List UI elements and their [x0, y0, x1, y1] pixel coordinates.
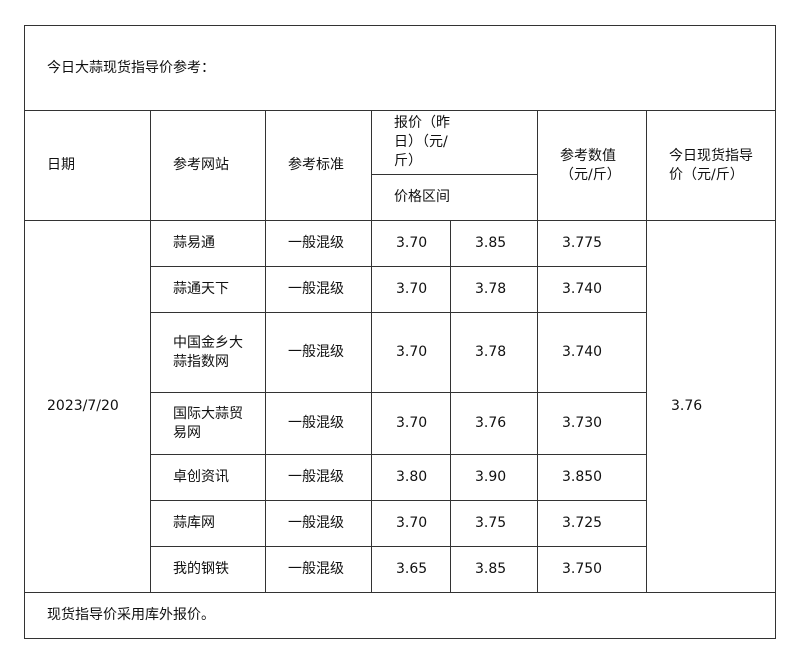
header-today-price: 今日现货指导价（元/斤） [646, 110, 776, 221]
low-price-cell: 3.70 [371, 220, 451, 267]
high-price-cell: 3.78 [450, 266, 538, 313]
high-price-cell: 3.76 [450, 392, 538, 455]
date-cell: 2023/7/20 [24, 220, 151, 593]
table-row: 2023/7/20 蒜易通 一般混级 3.70 3.85 3.775 3.76 [24, 220, 776, 593]
high-price-cell: 3.85 [450, 220, 538, 267]
table-row: 我的钢铁 一般混级 3.65 3.85 3.750 [25, 546, 776, 593]
low-price-cell: 3.70 [371, 266, 451, 313]
standard-cell: 一般混级 [265, 392, 372, 455]
standard-cell: 一般混级 [265, 454, 372, 501]
header-date: 日期 [24, 110, 151, 221]
header-quote: 报价（昨日）（元/斤） [371, 110, 538, 175]
high-price-cell: 3.85 [450, 546, 538, 593]
ref-value-cell: 3.730 [537, 392, 647, 455]
low-price-cell: 3.65 [371, 546, 451, 593]
footer-note: 现货指导价采用库外报价。 [24, 592, 776, 639]
site-cell: 蒜库网 [150, 500, 266, 547]
today-price-cell: 3.76 [646, 220, 776, 593]
intro-text: 今日大蒜现货指导价参考： [24, 25, 776, 111]
low-price-cell: 3.70 [371, 392, 451, 455]
ref-value-cell: 3.750 [537, 546, 647, 593]
standard-cell: 一般混级 [265, 220, 372, 267]
standard-cell: 一般混级 [265, 312, 372, 393]
price-table: 今日大蒜现货指导价参考： 日期 参考网站 参考标准 报价（昨日）（元/斤） 参考… [24, 25, 776, 639]
table-row: 中国金乡大蒜指数网 一般混级 3.70 3.78 3.740 [25, 312, 776, 393]
header-standard: 参考标准 [265, 110, 372, 221]
header-site: 参考网站 [150, 110, 266, 221]
standard-cell: 一般混级 [265, 266, 372, 313]
low-price-cell: 3.70 [371, 312, 451, 393]
header-ref-value: 参考数值（元/斤） [537, 110, 647, 221]
table-row: 国际大蒜贸易网 一般混级 3.70 3.76 3.730 [25, 392, 776, 455]
ref-value-cell: 3.775 [537, 220, 647, 267]
low-price-cell: 3.80 [371, 454, 451, 501]
site-cell: 我的钢铁 [150, 546, 266, 593]
high-price-cell: 3.90 [450, 454, 538, 501]
ref-value-cell: 3.740 [537, 312, 647, 393]
header-range: 价格区间 [371, 174, 538, 221]
table-row: 卓创资讯 一般混级 3.80 3.90 3.850 [25, 454, 776, 501]
table-row: 蒜通天下 一般混级 3.70 3.78 3.740 [25, 266, 776, 313]
ref-value-cell: 3.850 [537, 454, 647, 501]
standard-cell: 一般混级 [265, 500, 372, 547]
site-cell: 蒜易通 [150, 220, 266, 267]
high-price-cell: 3.78 [450, 312, 538, 393]
ref-value-cell: 3.740 [537, 266, 647, 313]
site-cell: 中国金乡大蒜指数网 [150, 312, 266, 393]
ref-value-cell: 3.725 [537, 500, 647, 547]
site-cell: 卓创资讯 [150, 454, 266, 501]
high-price-cell: 3.75 [450, 500, 538, 547]
low-price-cell: 3.70 [371, 500, 451, 547]
site-cell: 蒜通天下 [150, 266, 266, 313]
site-cell: 国际大蒜贸易网 [150, 392, 266, 455]
standard-cell: 一般混级 [265, 546, 372, 593]
